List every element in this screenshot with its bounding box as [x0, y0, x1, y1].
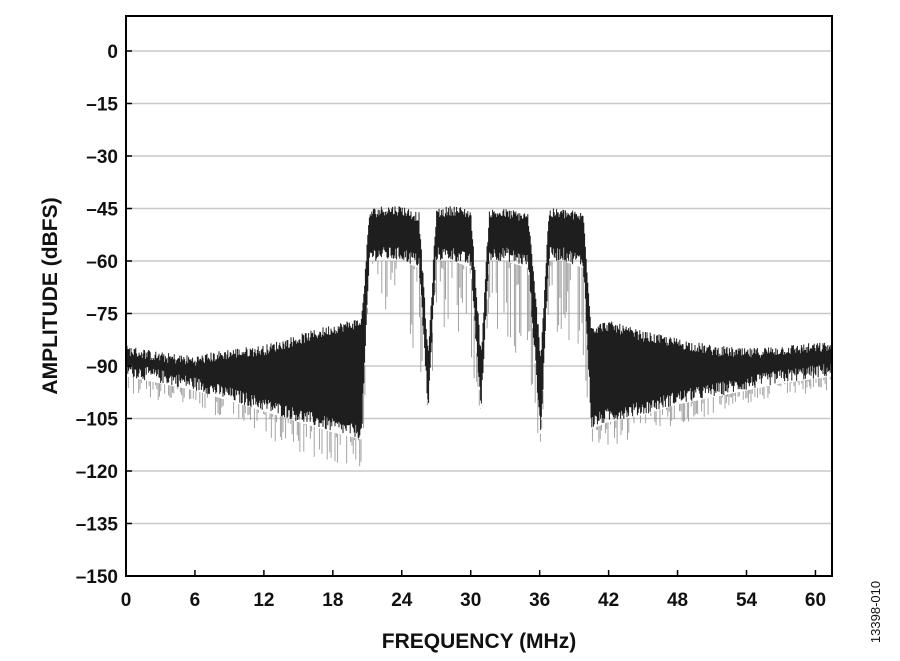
y-tick-label: –15	[86, 95, 118, 116]
y-axis-ticks: 0 –15 –30 –45 –60 –75 –90 –105 –120 –135 –150	[76, 42, 132, 588]
x-tick-label: 60	[805, 590, 826, 611]
x-axis-ticks: 0 6 12 18 24 30 36 42 48 54 60	[121, 570, 826, 611]
x-tick-label: 12	[253, 590, 274, 611]
figure-id-label: 13398-010	[868, 581, 883, 643]
y-tick-label: –90	[86, 357, 118, 378]
spectrum-series	[126, 206, 833, 467]
x-tick-label: 36	[529, 590, 550, 611]
x-tick-label: 6	[190, 590, 201, 611]
y-tick-label: –105	[76, 410, 119, 431]
y-tick-label: –60	[86, 252, 118, 273]
x-tick-label: 42	[598, 590, 619, 611]
y-tick-label: –45	[86, 200, 118, 221]
y-tick-label: –120	[76, 462, 118, 483]
x-tick-label: 48	[667, 590, 688, 611]
x-tick-label: 24	[391, 590, 413, 611]
grid-lines	[126, 50, 832, 525]
y-tick-label: –30	[86, 147, 118, 168]
y-tick-label: –150	[76, 567, 118, 588]
plot-frame	[125, 15, 833, 577]
x-tick-label: 18	[322, 590, 343, 611]
y-tick-label: –75	[86, 305, 118, 326]
x-tick-label: 54	[736, 590, 758, 611]
y-tick-label: 0	[107, 42, 118, 63]
x-axis-title: FREQUENCY (MHz)	[382, 630, 576, 653]
x-tick-label: 30	[460, 590, 481, 611]
spectrum-dips	[127, 261, 833, 467]
y-tick-label: –135	[76, 515, 119, 536]
y-axis-title: AMPLITUDE (dBFS)	[39, 197, 62, 394]
x-tick-label: 0	[121, 590, 132, 611]
